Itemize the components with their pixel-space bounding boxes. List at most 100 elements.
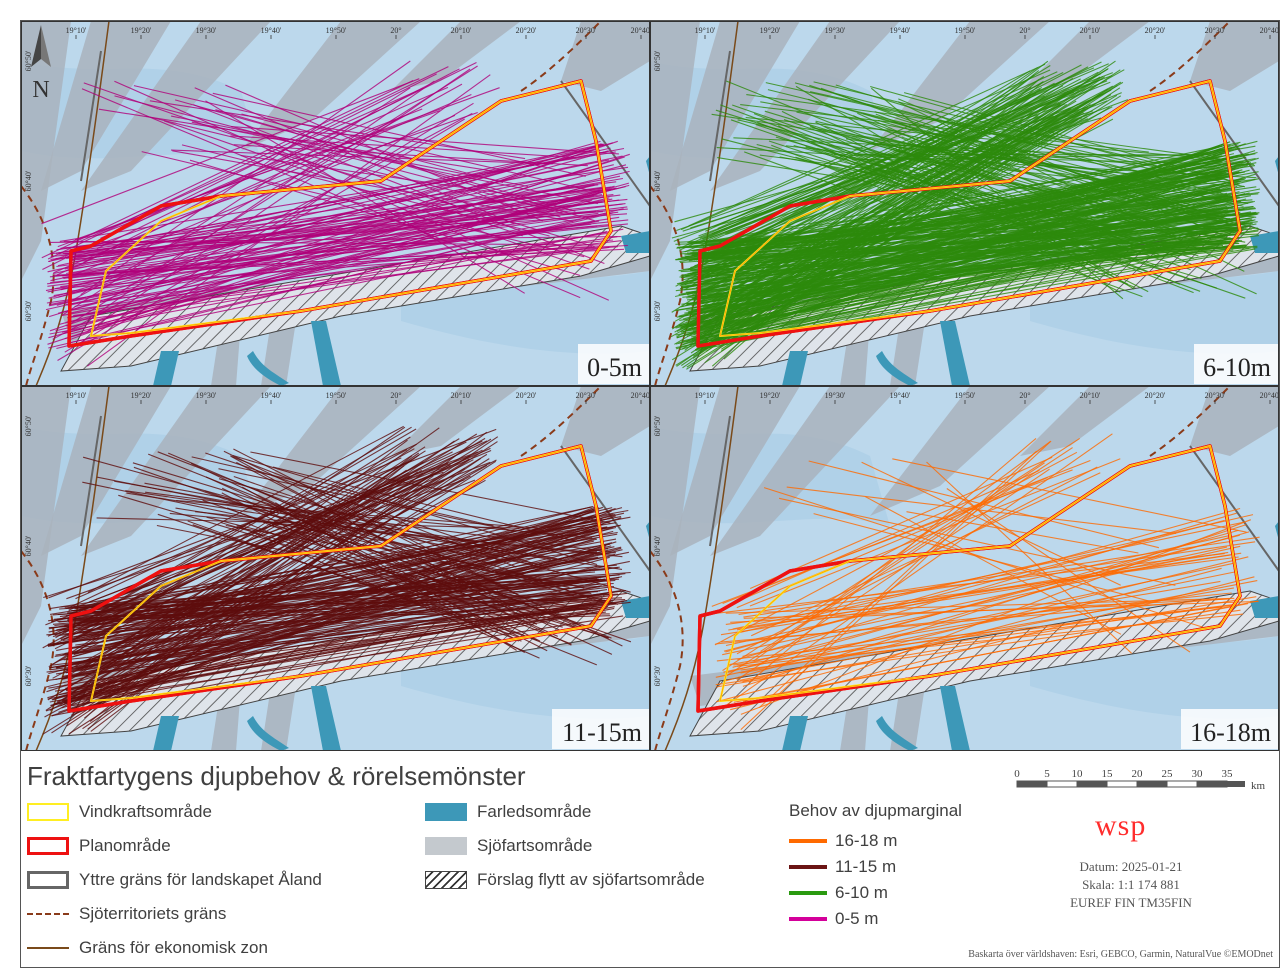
latitude-tick-label: 60°40' [653,535,662,556]
vessel-track [69,576,604,638]
shipping-lane [670,386,800,556]
longitude-tick-label: 19°20' [131,391,152,400]
proposed-shipping-area [689,590,1279,737]
vessel-track [205,476,559,637]
shipping-lane [1190,21,1279,91]
vessel-track [42,458,490,735]
vessel-track [149,100,526,160]
scale-bar: 0 5 10 15 20 25 30 35 km [1014,768,1265,792]
vessel-track [781,110,1129,285]
vessel-track [725,534,1232,647]
longitude-tick-label: 20°40' [631,391,652,400]
longitude-tick-label: 20° [390,26,401,35]
vessel-track [75,147,625,251]
shipping-lane [890,686,925,751]
vessel-track [52,112,473,340]
fairway-area [876,351,918,386]
vessel-track [75,538,617,638]
vessel-track [49,140,618,332]
shipping-lane [870,21,1050,151]
wind-power-area-outline [90,80,612,337]
latitude-tick-label: 60°40' [653,170,662,191]
vessel-track [69,231,608,344]
wind-power-area-outline [719,445,1241,702]
longitude-tick-label: 20°40' [631,26,652,35]
vessel-track [250,451,611,524]
longitude-tick-label: 20°30' [576,26,597,35]
vessel-track [704,162,1227,345]
vessel-track [688,227,1241,280]
vessel-track [54,599,606,692]
vessel-track [46,216,620,304]
legend-swatch [425,837,467,855]
vessel-track [872,134,1259,230]
vessel-track [61,604,597,702]
panel-label-background [552,709,650,749]
vessel-track [722,546,1228,656]
longitude-tick-label: 20° [1019,26,1030,35]
vessel-track [697,235,1259,305]
vessel-track [723,519,1225,652]
vessel-track [64,159,609,270]
legend-item: Sjöterritoriets gräns [27,903,226,925]
vessel-track [65,564,617,610]
map-panel: 19°10' 19°20' 19°30' 19°40' 19°50' 20° 20°10' 2… [650,386,1279,751]
scale-tick-label: 20 [1132,768,1144,780]
vessel-track [55,197,610,332]
panel-border [21,21,650,386]
vessel-track [809,126,1188,232]
vessel-track [686,95,1122,368]
vessel-track [96,62,477,250]
longitude-tick-label: 19°10' [66,391,87,400]
depth-legend-line [789,865,827,869]
vessel-track [81,88,581,299]
vessel-track [687,186,1233,305]
vessel-track [86,68,471,332]
legend-swatch [27,871,69,889]
longitude-tick-label: 19°50' [955,391,976,400]
vessel-track [68,526,614,711]
vessel-track [689,171,1242,323]
vessel-track [693,93,1101,357]
wind-power-area-outline [90,445,612,702]
vessel-track [68,606,615,707]
vessel-track [65,240,622,305]
longitude-tick-label: 19°50' [326,26,347,35]
vessel-track [47,570,592,646]
latitude-tick-label: 60°40' [24,170,33,191]
legend-label: Gräns för ekonomisk zon [79,938,268,957]
shipping-lane [241,21,421,151]
basemap-credit: Baskarta över världshaven: Esri, GEBCO, … [968,949,1273,960]
aland-boundary [80,50,650,207]
vessel-track [193,104,605,265]
scale-tick-label: 10 [1072,768,1084,780]
vessel-track [218,468,515,532]
longitude-tick-label: 19°50' [955,26,976,35]
legend-label: Förslag flytt av sjöfartsområde [477,870,705,889]
vessel-track [681,217,1250,305]
latitude-tick-label: 60°50' [24,50,33,71]
vessel-track [98,108,503,174]
vessel-track [64,615,624,704]
legend-item: Gräns för ekonomisk zon [27,937,268,959]
longitude-tick-label: 20°20' [1145,26,1166,35]
vessel-track [144,482,558,560]
vessel-track [66,65,478,327]
vessel-track [743,541,1256,618]
vessel-track [688,63,1046,227]
scale-tick-label: 25 [1162,768,1174,780]
scale-segment [1166,780,1198,788]
vessel-track [221,487,548,652]
vessel-track [716,596,1257,688]
vessel-track [53,93,472,274]
panel-label-background [1181,709,1279,749]
vessel-track [58,566,620,623]
vessel-track [720,104,1135,262]
legend-swatch [27,947,69,949]
vessel-track [693,219,1254,335]
vessel-track [745,117,1221,161]
legend-item: Farledsområde [425,801,591,823]
shipping-lane [81,21,271,191]
vessel-track [73,186,626,318]
longitude-tick-label: 19°20' [131,26,152,35]
